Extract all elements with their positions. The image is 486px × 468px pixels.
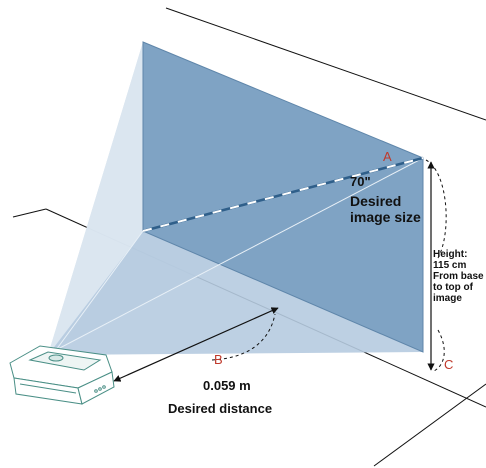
projected-screen (142, 41, 424, 353)
height-label: Height: 115 cm From base to top of image (433, 249, 486, 304)
marker-c: C (444, 357, 454, 372)
floor-back-edge-line (12, 208, 47, 218)
projector-vent (94, 389, 98, 393)
marker-b: B (214, 352, 223, 367)
wall-floor-edge-line (373, 383, 486, 467)
height-label-line-2: 115 cm (433, 260, 467, 271)
projector-side (77, 371, 115, 405)
desired-image-size-line-1: Desired (350, 193, 402, 209)
marker-a: A (383, 149, 392, 164)
projector-lens (48, 354, 64, 362)
projector-seam (19, 383, 77, 394)
height-label-line-3: From base (433, 271, 484, 282)
height-dashed-bracket (425, 159, 447, 373)
ceiling-edge-line (165, 7, 486, 121)
beam-ray (55, 230, 144, 351)
screen-diagonal-dashes (142, 157, 424, 232)
desired-image-size-label: Desired image size (350, 193, 430, 225)
desired-distance-caption: Desired distance (168, 401, 273, 416)
beam-left-face (48, 42, 143, 355)
projector-vent (102, 385, 106, 389)
height-label-line-4: to top of (433, 282, 473, 293)
distance-indicator (113, 307, 279, 382)
height-indicator (425, 159, 447, 373)
projector-lens-recess (28, 351, 102, 371)
ultra-short-throw-projector-icon (9, 345, 115, 405)
height-label-line-5: image (433, 293, 462, 304)
distance-arrow (113, 307, 279, 382)
screen-size-label: 70" (350, 174, 371, 189)
height-label-line-1: Height: (433, 249, 468, 260)
projector-vent (98, 387, 102, 391)
distance-value-label: 0.059 m (203, 378, 251, 393)
desired-image-size-line-2: image size (350, 209, 421, 225)
